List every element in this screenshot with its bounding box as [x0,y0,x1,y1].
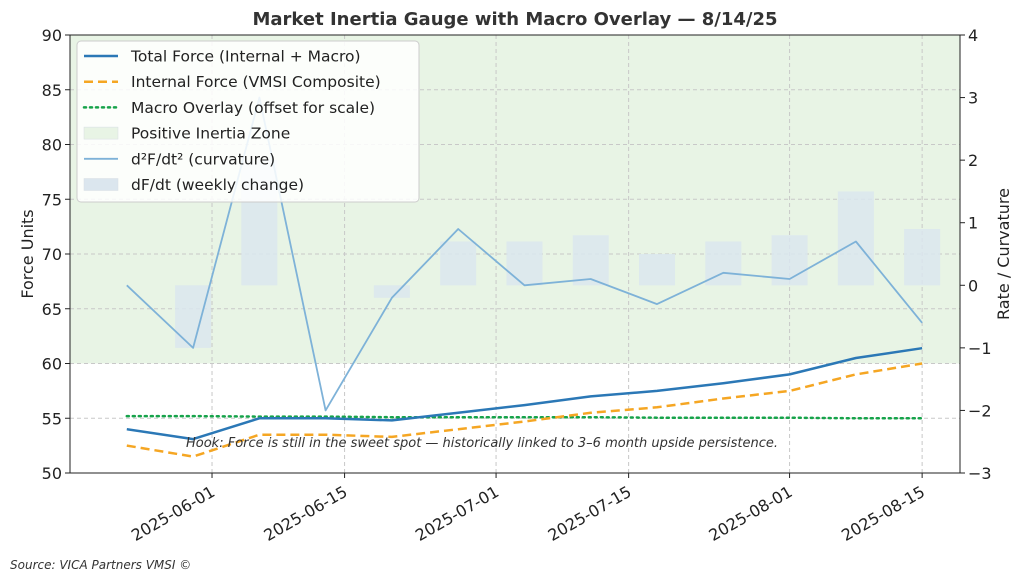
legend: Total Force (Internal + Macro) Internal F… [76,40,420,203]
y-tick-label: 50 [42,464,62,483]
y-axis-label: Force Units [18,209,37,298]
y-tick-label: 85 [42,81,62,100]
y-tick-label: 60 [42,355,62,374]
x-tick-label: 2025-08-01 [706,482,796,545]
chart-title: Market Inertia Gauge with Macro Overlay … [252,9,777,30]
legend-label: d²F/dt² (curvature) [131,150,275,168]
legend-label: Positive Inertia Zone [131,125,290,143]
x-tick-label: 2025-07-01 [412,482,502,545]
legend-swatch [83,178,119,191]
source-note: Source: VICA Partners VMSI © [10,558,192,572]
weekly-change-bar [837,191,874,286]
weekly-change-bar [175,285,212,348]
x-tick-label: 2025-06-01 [128,482,218,545]
weekly-change-bars [175,160,941,348]
legend-swatch [83,126,119,140]
left-axis-ticks: 50 55 60 65 70 75 80 85 90 [42,26,70,483]
weekly-change-bar [373,285,410,298]
right-axis-ticks: −3 −2 −1 0 1 2 3 4 [960,26,992,483]
y-tick-label: 70 [42,245,62,264]
y-tick-label: 80 [42,136,62,155]
y-tick-label: 75 [42,190,62,209]
x-axis-ticks: 2025-06-01 2025-06-15 2025-07-01 2025-07-15… [128,473,928,545]
series-line-solid [126,346,923,441]
x-tick-label: 2025-06-15 [261,482,351,545]
y2-tick-label: 4 [968,26,978,45]
y-tick-label: 55 [42,409,62,428]
x-tick-label: 2025-07-15 [545,482,635,545]
y2-tick-label: −3 [968,464,992,483]
x-tick-label: 2025-08-15 [838,482,928,545]
y2-tick-label: 0 [968,276,978,295]
legend-box [76,40,420,203]
y-tick-label: 65 [42,300,62,319]
legend-label: Internal Force (VMSI Composite) [131,73,381,91]
y2-tick-label: −1 [968,339,992,358]
y-tick-label: 90 [42,26,62,45]
weekly-change-bar [639,254,676,286]
legend-label: Total Force (Internal + Macro) [130,48,361,66]
y2-tick-label: 1 [968,214,978,233]
y2-tick-label: −2 [968,401,992,420]
annotation-text: Hook: Force is still in the sweet spot —… [186,436,778,451]
weekly-change-bar [572,235,609,286]
series-line-dotted [125,414,924,420]
legend-label: dF/dt (weekly change) [131,176,304,194]
weekly-change-bar [440,241,477,286]
y2-axis-label: Rate / Curvature [994,188,1013,320]
weekly-change-bar [771,235,808,286]
legend-label: Macro Overlay (offset for scale) [131,99,375,117]
y2-tick-label: 3 [968,89,978,108]
y2-tick-label: 2 [968,151,978,170]
weekly-change-bar [506,241,543,286]
weekly-change-bar [904,228,941,286]
